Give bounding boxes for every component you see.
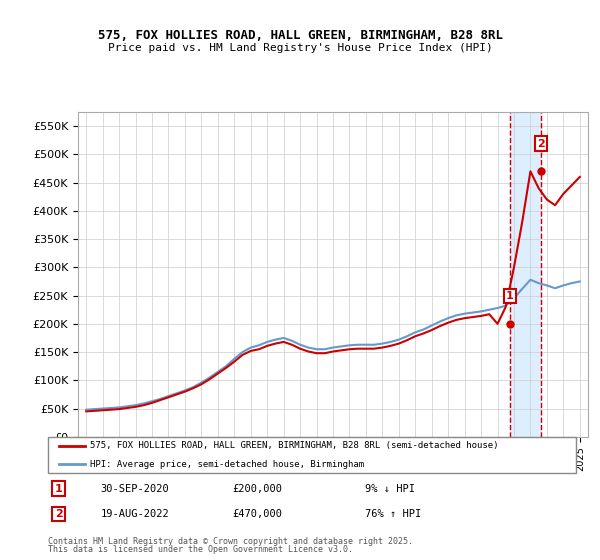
Text: 1: 1 bbox=[506, 291, 514, 301]
Text: HPI: Average price, semi-detached house, Birmingham: HPI: Average price, semi-detached house,… bbox=[90, 460, 364, 469]
Text: This data is licensed under the Open Government Licence v3.0.: This data is licensed under the Open Gov… bbox=[48, 545, 353, 554]
Text: Price paid vs. HM Land Registry's House Price Index (HPI): Price paid vs. HM Land Registry's House … bbox=[107, 43, 493, 53]
Text: 19-AUG-2022: 19-AUG-2022 bbox=[101, 509, 170, 519]
FancyBboxPatch shape bbox=[48, 437, 576, 473]
Text: £470,000: £470,000 bbox=[233, 509, 283, 519]
Text: 30-SEP-2020: 30-SEP-2020 bbox=[101, 484, 170, 493]
Text: £200,000: £200,000 bbox=[233, 484, 283, 493]
Text: 2: 2 bbox=[55, 509, 62, 519]
Text: 575, FOX HOLLIES ROAD, HALL GREEN, BIRMINGHAM, B28 8RL: 575, FOX HOLLIES ROAD, HALL GREEN, BIRMI… bbox=[97, 29, 503, 42]
Text: 76% ↑ HPI: 76% ↑ HPI bbox=[365, 509, 421, 519]
Text: Contains HM Land Registry data © Crown copyright and database right 2025.: Contains HM Land Registry data © Crown c… bbox=[48, 537, 413, 546]
Text: 575, FOX HOLLIES ROAD, HALL GREEN, BIRMINGHAM, B28 8RL (semi-detached house): 575, FOX HOLLIES ROAD, HALL GREEN, BIRMI… bbox=[90, 441, 499, 450]
Text: 1: 1 bbox=[55, 484, 62, 493]
Bar bbox=[510, 112, 541, 437]
Text: 2: 2 bbox=[537, 139, 545, 149]
Text: 9% ↓ HPI: 9% ↓ HPI bbox=[365, 484, 415, 493]
